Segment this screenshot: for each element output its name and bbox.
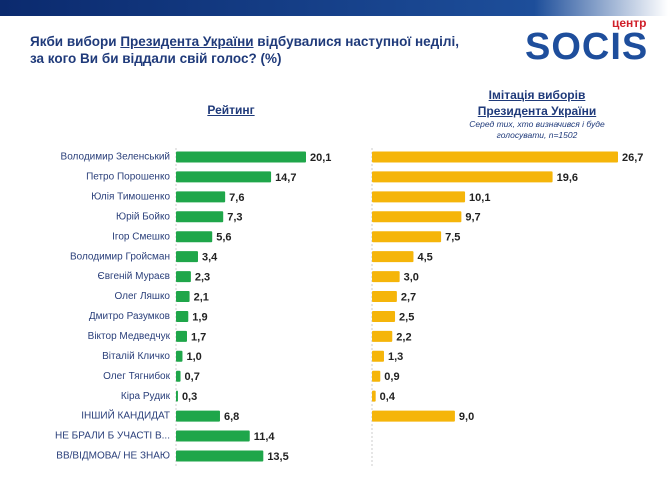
category-label: ВВ/ВІДМОВА/ НЕ ЗНАЮ [56,451,170,462]
bar [176,450,264,462]
category-label: Євгеній Мураєв [98,271,170,282]
value-label: 13,5 [267,451,288,463]
category-label: Володимир Гройсман [70,251,170,262]
value-label: 1,9 [192,311,207,323]
category-label: НЕ БРАЛИ Б УЧАСТІ В... [55,431,170,442]
bar [176,171,272,183]
value-label: 14,7 [275,172,296,184]
value-label: 1,3 [388,351,403,363]
bar [372,211,462,223]
title-part: Якби вибори [30,34,121,49]
bar [176,191,226,203]
value-label: 20,1 [310,152,331,164]
value-label: 26,7 [622,152,643,164]
value-label: 2,3 [195,271,210,283]
category-label: Дмитро Разумков [89,311,170,322]
bar [176,271,191,283]
category-label: ІНШИЙ КАНДИДАТ [81,409,170,422]
bar [176,251,198,263]
bar [176,390,178,402]
bar [372,171,553,183]
bar [176,410,220,422]
value-label: 10,1 [469,192,490,204]
bar [372,271,400,283]
value-label: 0,3 [182,391,197,403]
bar [372,191,466,203]
bar [176,231,213,243]
bar [372,330,393,342]
bar [176,330,187,342]
bar [372,251,414,263]
bar [372,151,618,163]
category-label: Петро Порошенко [86,172,170,183]
bar [176,350,183,362]
top-band [0,0,668,16]
bar [176,370,181,382]
value-label: 0,7 [185,371,200,383]
value-label: 5,6 [216,232,231,244]
title: Якби вибори Президента України відбували… [30,33,470,67]
value-label: 0,4 [380,391,396,403]
category-label: Володимир Зеленський [61,152,170,163]
title-part: відбувалися наступної неділі, за кого Ви… [30,34,460,66]
panel-subtitle: Серед тих, хто визначився і буде голосув… [469,119,605,140]
title-part: Президента України [120,34,254,49]
category-label: Віталій Кличко [102,351,170,362]
category-label: Віктор Медведчук [88,331,171,342]
category-label: Юрій Бойко [116,211,170,222]
value-label: 19,6 [557,172,578,184]
bar [176,310,189,322]
value-label: 2,5 [399,311,414,323]
logo: SOCIS [525,26,649,68]
bar [176,291,190,303]
bar [372,350,384,362]
value-label: 9,7 [465,212,480,224]
bar [372,390,376,402]
value-label: 6,8 [224,411,239,423]
value-label: 7,3 [227,212,242,224]
bar [372,310,396,322]
bar [372,231,442,243]
category-label: Юлія Тимошенко [91,192,170,203]
bar [372,370,381,382]
bar [372,291,397,303]
value-label: 7,6 [229,192,244,204]
value-label: 1,7 [191,331,206,343]
value-label: 1,0 [186,351,201,363]
value-label: 3,4 [202,252,218,264]
category-label: Олег Тягнибок [103,370,170,382]
value-label: 0,9 [384,371,399,383]
value-label: 7,5 [445,232,460,244]
bar [176,430,250,442]
logo-small: центр [612,16,647,30]
bar [176,151,306,163]
value-label: 4,5 [417,252,432,264]
category-label: Ігор Смешко [112,231,170,242]
value-label: 11,4 [254,431,276,443]
bar [176,211,224,223]
value-label: 2,1 [194,291,209,303]
category-label: Олег Ляшко [114,291,170,302]
category-label: Кіра Рудик [121,391,171,402]
value-label: 2,7 [401,291,416,303]
value-label: 2,2 [396,331,411,343]
panel-title: Імітація виборів Президента України [477,88,597,118]
value-label: 9,0 [459,411,474,423]
bar [372,410,455,422]
value-label: 3,0 [404,271,419,283]
panel-title: Рейтинг [207,103,255,117]
